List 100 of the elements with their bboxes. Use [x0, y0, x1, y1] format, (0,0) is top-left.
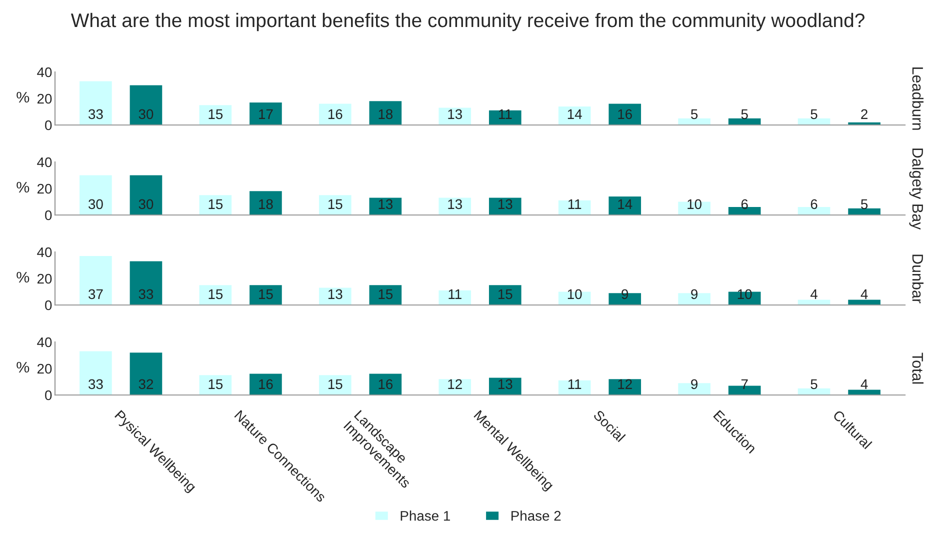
- bar: [130, 175, 162, 215]
- data-label: 15: [208, 109, 223, 120]
- data-label: 37: [88, 289, 103, 300]
- data-label: 15: [208, 289, 223, 300]
- bar: [80, 81, 112, 125]
- y-axis-title: %: [16, 362, 30, 373]
- data-label: 5: [810, 109, 818, 120]
- data-label: 15: [498, 289, 512, 300]
- y-tick-label: 20: [37, 184, 52, 194]
- data-label: 10: [738, 289, 752, 300]
- data-label: 33: [138, 289, 154, 300]
- y-tick-label: 40: [37, 247, 52, 258]
- bar: [130, 352, 162, 395]
- data-label: 11: [448, 289, 462, 299]
- data-label: 6: [741, 199, 748, 210]
- data-label: 17: [259, 109, 273, 119]
- bar: [318, 104, 352, 125]
- y-axis-title: %: [16, 182, 30, 193]
- y-tick-label: 20: [37, 94, 52, 104]
- bar: [608, 379, 642, 395]
- data-label: 13: [498, 199, 512, 210]
- data-label: 5: [690, 109, 698, 120]
- data-label: 4: [860, 379, 868, 389]
- data-label: 13: [448, 109, 462, 120]
- data-label: 30: [138, 109, 154, 120]
- bar: [250, 374, 282, 395]
- y2-axis-title: Total: [912, 352, 924, 384]
- y2-axis-title: Dunbar: [912, 254, 924, 304]
- y-tick-label: 40: [37, 157, 52, 168]
- bar: [80, 351, 112, 395]
- bar: [369, 101, 402, 125]
- data-label: 14: [568, 109, 582, 119]
- data-label: 30: [88, 199, 103, 210]
- data-label: 13: [328, 289, 342, 300]
- legend-label: Phase 1: [400, 510, 450, 521]
- data-label: 9: [691, 379, 698, 390]
- data-label: 9: [691, 289, 698, 300]
- data-label: 5: [860, 199, 868, 210]
- bar: [608, 196, 642, 215]
- data-label: 4: [810, 289, 818, 299]
- y-tick-label: 40: [37, 337, 52, 348]
- bar: [250, 191, 282, 215]
- chart-title: What are the most important benefits the community receive from the community woodland?: [70, 12, 864, 32]
- y-axis-title: %: [16, 92, 30, 103]
- bar: [848, 390, 880, 395]
- bar: [199, 375, 232, 395]
- y-tick-label: 20: [37, 364, 52, 374]
- data-label: 15: [328, 379, 342, 390]
- data-label: 10: [568, 289, 582, 300]
- data-label: 11: [498, 109, 512, 119]
- bar: [438, 379, 472, 395]
- data-label: 15: [378, 289, 393, 300]
- data-label: 4: [860, 289, 868, 299]
- data-label: 15: [208, 379, 223, 390]
- y-tick-label: 20: [37, 274, 52, 284]
- bar: [318, 375, 352, 395]
- bar: [199, 195, 232, 215]
- bar: [798, 300, 830, 305]
- data-label: 16: [328, 109, 342, 120]
- y-tick-label: 0: [45, 390, 52, 400]
- data-label: 13: [378, 199, 393, 210]
- data-label: 13: [448, 199, 462, 210]
- y2-axis-title: Leadburn: [912, 67, 924, 130]
- data-label: 15: [259, 289, 273, 300]
- data-label: 16: [618, 109, 632, 120]
- bar: [848, 300, 880, 305]
- data-label: 11: [568, 379, 582, 389]
- data-label: 5: [741, 109, 748, 120]
- bar: [318, 195, 352, 215]
- data-label: 32: [138, 379, 154, 390]
- y-tick-label: 0: [45, 210, 52, 220]
- bar: [250, 102, 282, 125]
- data-label: 12: [448, 379, 462, 389]
- data-label: 16: [378, 379, 393, 390]
- bar: [199, 105, 232, 125]
- y2-axis-title: Dalgety Bay: [909, 148, 924, 230]
- data-label: 15: [208, 199, 223, 210]
- data-label: 16: [259, 379, 273, 390]
- data-label: 33: [88, 379, 103, 390]
- data-label: 18: [378, 109, 393, 120]
- data-label: 5: [810, 379, 818, 390]
- bar: [488, 285, 522, 305]
- data-label: 2: [861, 109, 868, 119]
- data-label: 14: [618, 199, 632, 209]
- data-label: 30: [138, 199, 154, 210]
- bar: [130, 85, 162, 125]
- legend-label: Phase 2: [512, 510, 561, 521]
- data-label: 33: [88, 109, 103, 120]
- bar: [608, 104, 642, 125]
- bar: [130, 261, 162, 305]
- bar: [678, 118, 710, 125]
- bar: [80, 175, 112, 215]
- bar: [80, 256, 112, 305]
- y-tick-label: 0: [45, 300, 52, 310]
- data-label: 13: [498, 379, 512, 390]
- data-label: 18: [259, 199, 273, 210]
- bar: [848, 208, 880, 215]
- bar: [369, 285, 402, 305]
- data-label: 15: [328, 199, 342, 210]
- bar: [250, 285, 282, 305]
